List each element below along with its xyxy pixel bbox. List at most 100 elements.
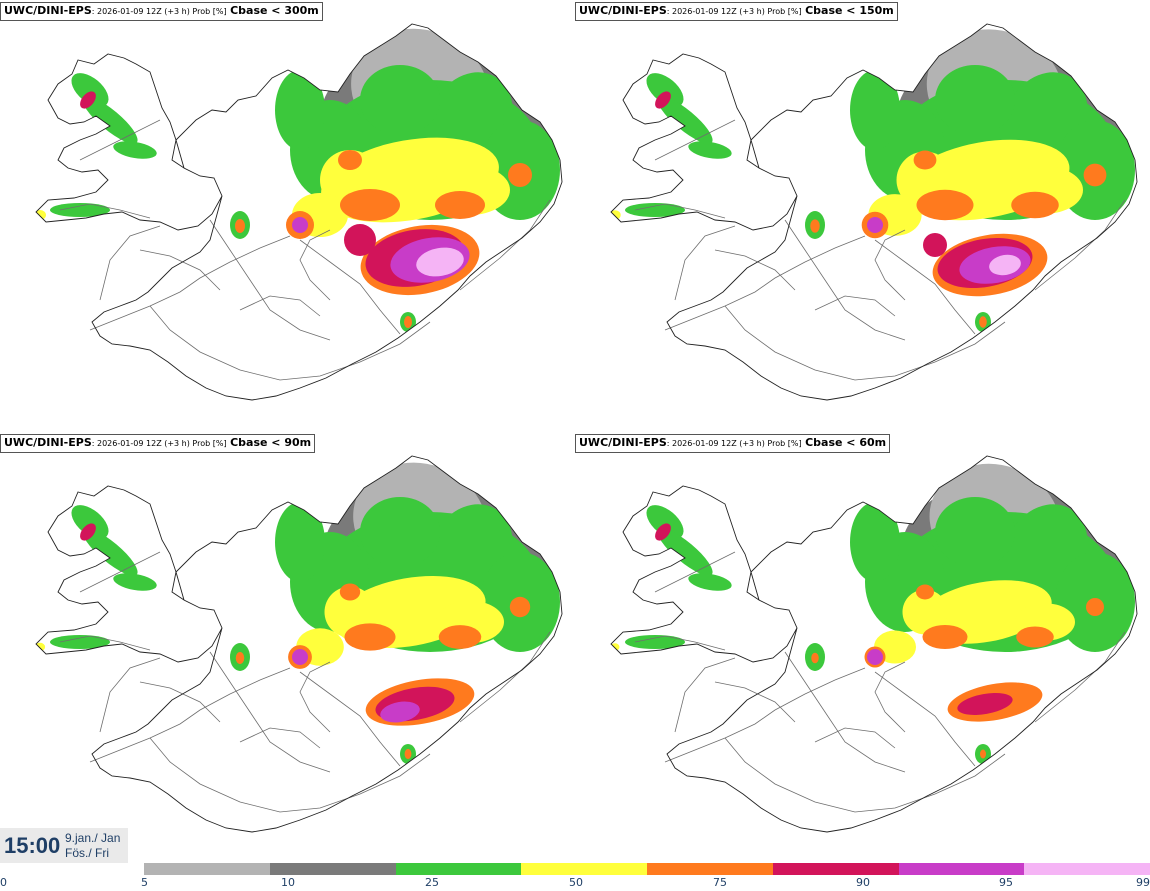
iceland-map [35,23,563,401]
probability-area [113,573,157,591]
panel-title: UWC/DINI-EPS: 2026-01-09 12Z (+3 h) Prob… [575,434,891,453]
map-panel-cbase-90: UWC/DINI-EPS: 2026-01-09 12Z (+3 h) Prob… [0,432,575,864]
probability-area [275,502,325,582]
iceland-map [35,455,563,833]
legend-tick: 99 [1136,876,1150,889]
probability-area [360,497,440,567]
probability-area [646,73,684,107]
road-line [874,239,976,335]
road-line [634,203,726,219]
probability-area [435,191,485,219]
run-info: : 2026-01-09 12Z (+3 h) Prob [%] [91,439,227,448]
probability-area [509,596,531,618]
probability-area [1011,191,1059,219]
probability-area [338,150,362,170]
road-line [59,203,151,219]
probability-area [438,625,482,649]
probability-area [380,701,420,723]
map-panel-cbase-300: UWC/DINI-EPS: 2026-01-09 12Z (+3 h) Prob… [0,0,575,432]
probability-area [902,589,948,635]
panel-title: UWC/DINI-EPS: 2026-01-09 12Z (+3 h) Prob… [0,434,316,453]
road-line [724,305,1006,381]
road-line [674,657,736,733]
road-line [299,239,401,335]
road-line [674,225,736,301]
variable-label: Cbase < 150m [805,4,894,17]
probability-area [916,584,934,600]
probability-area [82,96,138,144]
probability-area [657,96,713,144]
legend-tick: 90 [856,876,870,889]
road-line [814,727,896,749]
legend-tick: 95 [999,876,1013,889]
road-line [1034,631,1126,723]
probability-area [292,217,308,233]
road-line [59,635,151,651]
map-panel-cbase-150: UWC/DINI-EPS: 2026-01-09 12Z (+3 h) Prob… [575,0,1150,432]
probability-area [655,91,671,109]
road-line [874,229,906,301]
probability-area [811,652,819,664]
probability-area [339,583,361,601]
coastline [610,455,1138,833]
probability-area [980,749,986,759]
legend-segment [521,863,647,875]
model-name: UWC/DINI-EPS [4,4,92,17]
valid-weekday: Fös./ Fri [65,846,109,860]
probability-area [657,528,713,576]
probability-area [416,247,464,277]
road-line [459,631,551,723]
probability-area [1083,163,1107,187]
legend-tick: 0 [0,876,7,889]
road-line [299,671,401,767]
probability-area [935,497,1015,567]
probability-area [923,233,947,257]
legend-segment [772,863,899,875]
run-info: : 2026-01-09 12Z (+3 h) Prob [%] [91,7,227,16]
valid-time-box: 15:00 9.jan./ Jan Fös./ Fri [0,828,128,863]
probability-area [1086,598,1104,616]
probability-area [957,693,1013,715]
probability-area [235,219,245,233]
panel-title: UWC/DINI-EPS: 2026-01-09 12Z (+3 h) Prob… [0,2,323,21]
probability-area [867,217,883,233]
probability-area [989,254,1021,276]
road-line [724,737,1006,813]
road-line [89,235,291,331]
legend-segment [395,863,522,875]
variable-label: Cbase < 300m [230,4,319,17]
run-info: : 2026-01-09 12Z (+3 h) Prob [%] [666,439,802,448]
road-line [139,681,221,723]
probability-area [913,150,937,170]
road-line [784,219,906,341]
road-line [139,249,221,291]
probability-field [611,463,1135,764]
probability-field [36,28,560,332]
probability-area [360,65,440,135]
probability-area [688,141,732,159]
road-line [664,235,866,331]
probability-field [36,462,560,764]
probability-area [1016,626,1054,648]
legend-segment [144,863,270,875]
road-line [459,199,551,291]
panel-title: UWC/DINI-EPS: 2026-01-09 12Z (+3 h) Prob… [575,2,898,21]
legend-tick: 75 [713,876,727,889]
road-line [784,651,906,773]
road-line [149,305,431,381]
model-name: UWC/DINI-EPS [579,436,667,449]
probability-area [292,649,308,665]
coastline [35,455,563,833]
probability-area [113,141,157,159]
map-panel-cbase-60: UWC/DINI-EPS: 2026-01-09 12Z (+3 h) Prob… [575,432,1150,864]
legend-segment [1024,863,1150,875]
road-line [99,657,161,733]
probability-area [80,523,96,541]
probability-area [508,163,532,187]
legend-tick: 10 [281,876,295,889]
model-name: UWC/DINI-EPS [4,436,92,449]
probability-area [867,649,883,665]
probability-area [646,505,684,539]
road-line [79,551,161,593]
probability-area [625,635,685,649]
